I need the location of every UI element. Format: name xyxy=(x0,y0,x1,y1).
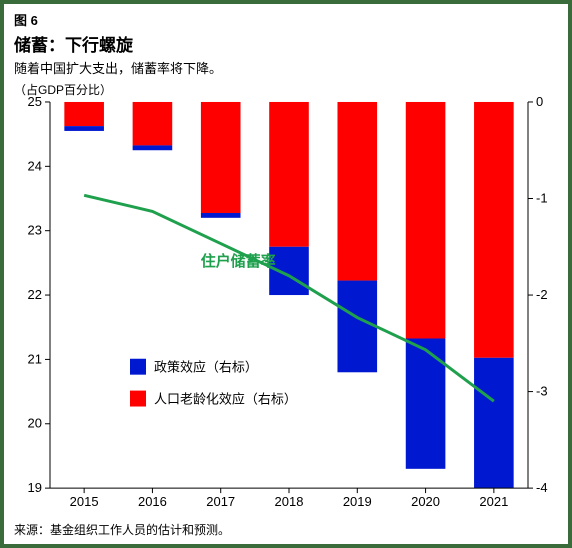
line-label: 住户储蓄率 xyxy=(201,252,276,270)
bar-red xyxy=(406,102,446,339)
legend-swatch-red xyxy=(130,391,146,407)
figure-number: 图 6 xyxy=(14,10,558,29)
left-tick-label: 19 xyxy=(28,480,42,495)
left-tick-label: 23 xyxy=(28,223,42,238)
figure-subtitle: 随着中国扩大支出，储蓄率将下降。 xyxy=(14,58,558,77)
left-tick-label: 24 xyxy=(28,158,42,173)
bar-blue xyxy=(474,358,514,488)
x-tick-label: 2018 xyxy=(275,494,304,509)
legend-label-red: 人口老龄化效应（右标） xyxy=(154,392,297,407)
bar-blue xyxy=(337,281,377,373)
x-tick-label: 2016 xyxy=(138,494,167,509)
bar-blue xyxy=(64,126,104,131)
header-block: 图 6 储蓄：下行螺旋 随着中国扩大支出，储蓄率将下降。 （占GDP百分比） xyxy=(4,4,568,98)
bar-red xyxy=(269,102,309,247)
chart-svg: 19202122232425-4-3-2-1020152016201720182… xyxy=(14,96,558,514)
x-tick-label: 2019 xyxy=(343,494,372,509)
bar-red xyxy=(64,102,104,126)
right-tick-label: -2 xyxy=(536,287,548,302)
x-tick-label: 2021 xyxy=(479,494,508,509)
right-tick-label: 0 xyxy=(536,96,543,109)
source-line: 来源：基金组织工作人员的估计和预测。 xyxy=(14,521,230,538)
figure-frame: 图 6 储蓄：下行螺旋 随着中国扩大支出，储蓄率将下降。 （占GDP百分比） 1… xyxy=(0,0,572,548)
bar-red xyxy=(474,102,514,358)
legend-label-blue: 政策效应（右标） xyxy=(154,360,258,375)
bar-red xyxy=(337,102,377,281)
bar-blue xyxy=(133,145,173,150)
bar-red xyxy=(133,102,173,145)
chart-area: 19202122232425-4-3-2-1020152016201720182… xyxy=(14,96,558,514)
x-tick-label: 2015 xyxy=(70,494,99,509)
bar-blue xyxy=(406,338,446,468)
left-tick-label: 25 xyxy=(28,96,42,109)
left-tick-label: 21 xyxy=(28,351,42,366)
right-tick-label: -3 xyxy=(536,384,548,399)
left-tick-label: 20 xyxy=(28,416,42,431)
right-tick-label: -1 xyxy=(536,191,548,206)
bar-blue xyxy=(201,213,241,218)
right-tick-label: -4 xyxy=(536,480,548,495)
figure-title: 储蓄：下行螺旋 xyxy=(14,31,558,56)
legend-swatch-blue xyxy=(130,359,146,375)
left-tick-label: 22 xyxy=(28,287,42,302)
bar-red xyxy=(201,102,241,213)
x-tick-label: 2020 xyxy=(411,494,440,509)
x-tick-label: 2017 xyxy=(206,494,235,509)
